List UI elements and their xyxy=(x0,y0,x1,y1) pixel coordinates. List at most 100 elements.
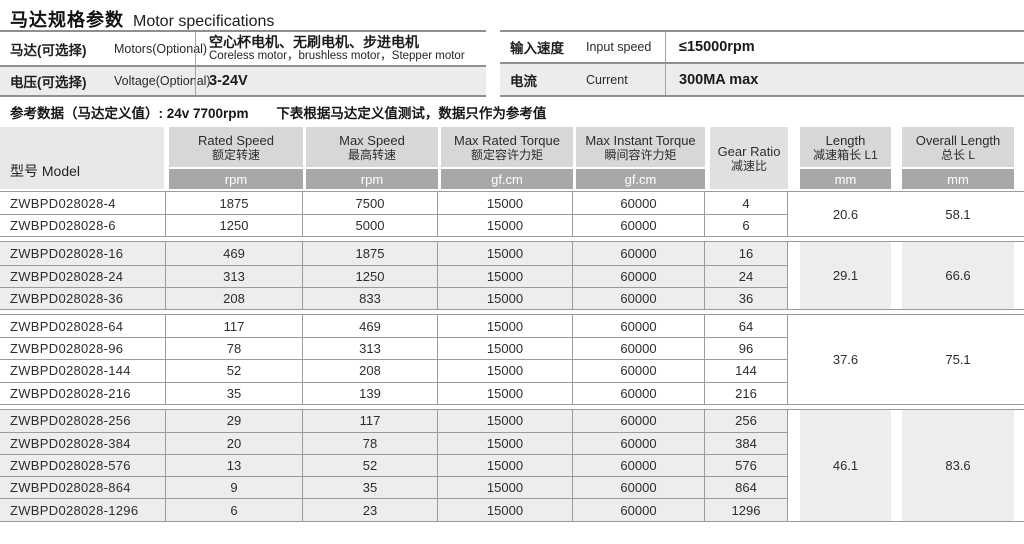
cell-max-speed: 23 xyxy=(303,498,438,521)
current-value: 300MA max xyxy=(679,71,759,88)
cell-length-l1: 29.1 xyxy=(800,242,891,309)
row-label-en: Input speed xyxy=(586,40,652,54)
page-title-zh: 马达规格参数 xyxy=(10,10,124,30)
column-header-en: Max Rated Torque xyxy=(454,132,560,148)
table-row: 马达(可选择) Motors(Optional) 空心杯电机、无刷电机、步进电机… xyxy=(0,32,486,65)
cell-gear-ratio: 256 xyxy=(705,409,788,432)
cell-max-rated-torque: 15000 xyxy=(438,214,573,237)
cell-rated-speed: 208 xyxy=(166,286,303,309)
row-label-zh: 电流 xyxy=(510,73,537,89)
model-spec-table: 型号 Model Rated Speed 额定转速 Max Speed 最高转速… xyxy=(0,127,1024,522)
cell-model: ZWBPD028028-6 xyxy=(0,214,166,237)
column-header-en: Max Speed xyxy=(339,132,405,148)
cell-max-speed: 139 xyxy=(303,381,438,404)
row-value: ≤15000rpm xyxy=(665,32,1024,62)
cell-gear-ratio: 144 xyxy=(705,359,788,382)
column-gap xyxy=(891,409,902,521)
row-value: 300MA max xyxy=(665,64,1024,95)
column-header-en: Overall Length xyxy=(915,132,1001,148)
cell-max-speed: 469 xyxy=(303,314,438,338)
cell-gear-ratio: 1296 xyxy=(705,498,788,521)
column-gap xyxy=(788,192,800,237)
column-gap xyxy=(788,242,800,309)
cell-model: ZWBPD028028-216 xyxy=(0,381,166,404)
cell-model: ZWBPD028028-36 xyxy=(0,286,166,309)
cell-rated-speed: 469 xyxy=(166,242,303,265)
column-gap xyxy=(891,192,902,237)
table-row: 电流 Current 300MA max xyxy=(500,62,1024,95)
cell-max-instant-torque: 60000 xyxy=(573,286,705,309)
cell-rated-speed: 29 xyxy=(166,409,303,432)
cell-model: ZWBPD028028-64 xyxy=(0,314,166,338)
cell-model: ZWBPD028028-4 xyxy=(0,192,166,215)
model-group: ZWBPD028028-4 1875 7500 15000 60000 4 ZWBPD028… xyxy=(0,191,1024,238)
column-header-en: Max Instant Torque xyxy=(585,132,696,148)
cell-max-instant-torque: 60000 xyxy=(573,431,705,455)
cell-rated-speed: 35 xyxy=(166,381,303,404)
column-header-zh: 额定容许力矩 xyxy=(470,147,543,162)
cell-max-rated-torque: 15000 xyxy=(438,381,573,404)
reference-note-tail: 下表根据马达定义值测试，数据只作为参考值 xyxy=(276,106,547,121)
cell-gear-ratio: 6 xyxy=(705,214,788,237)
column-header-en: Gear Ratio xyxy=(717,143,781,159)
column-header-zh: 减速比 xyxy=(730,158,767,173)
cell-model: ZWBPD028028-576 xyxy=(0,454,166,477)
page-title-en: Motor specifications xyxy=(133,13,275,30)
cell-max-instant-torque: 60000 xyxy=(573,192,705,215)
column-header-model: 型号 Model xyxy=(0,127,164,189)
cell-max-instant-torque: 60000 xyxy=(573,337,705,360)
cell-gear-ratio: 64 xyxy=(705,314,788,338)
row-value: 3-24V xyxy=(195,67,486,95)
unit-cell-length-l1: mm xyxy=(800,169,891,189)
unit-cell-max-instant-torque: gf.cm xyxy=(576,169,705,189)
page-title: 马达规格参数 Motor specifications xyxy=(10,6,274,32)
cell-rated-speed: 13 xyxy=(166,454,303,477)
column-header-max-instant-torque: Max Instant Torque 瞬间容许力矩 xyxy=(576,127,705,167)
row-label: 电流 Current xyxy=(500,64,665,95)
column-gap xyxy=(788,409,800,521)
unit-cell-overall-length: mm xyxy=(902,169,1014,189)
cell-max-rated-torque: 15000 xyxy=(438,264,573,287)
cell-max-instant-torque: 60000 xyxy=(573,454,705,477)
table-row: 输入速度 Input speed ≤15000rpm xyxy=(500,32,1024,62)
cell-model: ZWBPD028028-16 xyxy=(0,242,166,265)
reference-note-lead: 参考数据（马达定义值）: 24v 7700rpm xyxy=(10,106,249,121)
cell-rated-speed: 1875 xyxy=(166,192,303,215)
column-header-length-l1: Length 减速箱长 L1 xyxy=(800,127,891,167)
input-speed-value: ≤15000rpm xyxy=(679,39,755,55)
cell-model: ZWBPD028028-256 xyxy=(0,409,166,432)
cell-max-rated-torque: 15000 xyxy=(438,337,573,360)
cell-rated-speed: 20 xyxy=(166,431,303,455)
cell-overall-length: 66.6 xyxy=(902,242,1014,309)
cell-max-instant-torque: 60000 xyxy=(573,476,705,499)
row-label-zh: 输入速度 xyxy=(510,41,564,56)
unit-cell-max-speed: rpm xyxy=(306,169,438,189)
unit-cell-max-rated-torque: gf.cm xyxy=(441,169,573,189)
cell-gear-ratio: 16 xyxy=(705,242,788,265)
reference-note: 参考数据（马达定义值）: 24v 7700rpm 下表根据马达定义值测试，数据只… xyxy=(10,102,546,122)
cell-model: ZWBPD028028-864 xyxy=(0,476,166,499)
cell-max-instant-torque: 60000 xyxy=(573,409,705,432)
table-row: 电压(可选择) Voltage(Optional) 3-24V xyxy=(0,65,486,95)
cell-model: ZWBPD028028-384 xyxy=(0,431,166,455)
cell-max-rated-torque: 15000 xyxy=(438,454,573,477)
cell-length-l1: 46.1 xyxy=(800,409,891,521)
cell-max-instant-torque: 60000 xyxy=(573,359,705,382)
cell-rated-speed: 9 xyxy=(166,476,303,499)
cell-model: ZWBPD028028-1296 xyxy=(0,498,166,521)
cell-length-l1: 37.6 xyxy=(800,314,891,404)
cell-overall-length: 58.1 xyxy=(902,192,1014,237)
cell-max-speed: 313 xyxy=(303,337,438,360)
cell-max-rated-torque: 15000 xyxy=(438,431,573,455)
cell-max-instant-torque: 60000 xyxy=(573,214,705,237)
row-label-zh: 电压(可选择) xyxy=(10,75,87,90)
cell-max-speed: 35 xyxy=(303,476,438,499)
cell-max-speed: 117 xyxy=(303,409,438,432)
cell-gear-ratio: 36 xyxy=(705,286,788,309)
cell-gear-ratio: 576 xyxy=(705,454,788,477)
cell-max-speed: 52 xyxy=(303,454,438,477)
cell-max-rated-torque: 15000 xyxy=(438,286,573,309)
cell-max-rated-torque: 15000 xyxy=(438,498,573,521)
column-header-zh: 减速箱长 L1 xyxy=(813,147,878,162)
